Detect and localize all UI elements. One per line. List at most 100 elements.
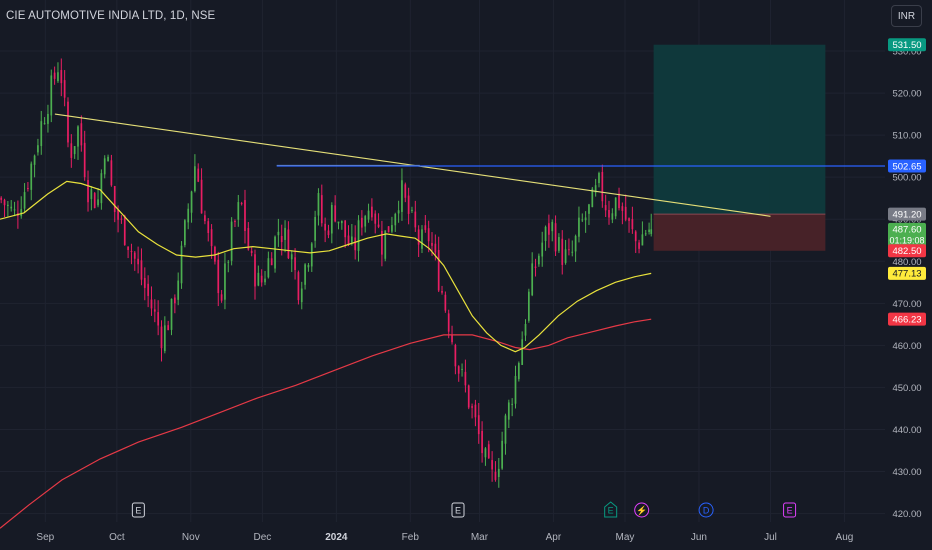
candle-body <box>117 209 119 220</box>
chart-title: CIE AUTOMOTIVE INDIA LTD, 1D, NSE <box>6 10 216 22</box>
candle-body <box>464 371 467 386</box>
x-tick-label: Sep <box>36 532 54 543</box>
candle-body <box>347 235 350 245</box>
price-label: 531.50 <box>888 38 926 52</box>
candle-body <box>224 263 226 300</box>
candle-body <box>527 291 530 321</box>
candle-body <box>461 368 463 370</box>
event-marker-frame <box>451 502 465 518</box>
x-tick-label: Apr <box>546 532 562 543</box>
candle-body <box>387 226 390 233</box>
event-marker-frame <box>698 502 714 518</box>
candle-body <box>611 213 614 220</box>
candle-body <box>140 260 143 280</box>
candle-body <box>444 294 447 311</box>
x-tick-label: Aug <box>836 532 854 543</box>
candle-body <box>481 430 483 454</box>
candle-body <box>324 223 326 231</box>
candle-body <box>37 145 39 153</box>
candle-body <box>621 206 624 211</box>
candle-body <box>157 312 160 326</box>
candle-body <box>484 448 487 458</box>
candle-body <box>234 221 236 223</box>
candle-body <box>83 142 86 178</box>
event-marker-frame <box>634 502 650 518</box>
candle-body <box>457 366 460 374</box>
candle-body <box>317 193 320 216</box>
candle-body <box>334 205 337 222</box>
candle-body <box>97 199 99 206</box>
candle-body <box>431 242 433 246</box>
currency-button[interactable]: INR <box>891 5 922 27</box>
candle-body <box>558 237 560 251</box>
price-label: 502.65 <box>888 159 926 173</box>
event-marker-glyph: E <box>135 506 141 516</box>
y-tick-label: 480.00 <box>892 257 921 268</box>
event-marker-frame <box>604 501 618 518</box>
candle-body <box>441 290 443 293</box>
time-axis[interactable]: Sep Oct Nov Dec 2024 Feb Mar Apr May Jun Jul Aug <box>36 532 853 543</box>
candle-body <box>267 258 270 278</box>
event-marker[interactable]: D <box>698 502 714 518</box>
event-marker-glyph: E <box>787 506 793 516</box>
candle-body <box>517 363 520 380</box>
event-marker[interactable]: ⚡ <box>634 502 650 518</box>
candle-body <box>364 216 367 227</box>
candle-body <box>354 237 357 251</box>
y-tick-label: 520.00 <box>892 89 921 100</box>
candle-body <box>344 220 347 238</box>
candle-body <box>194 166 196 192</box>
candle-body <box>250 250 253 254</box>
candle-body <box>43 123 46 125</box>
candle-body <box>197 168 200 182</box>
candle-body <box>147 283 149 296</box>
candle-body <box>123 215 126 245</box>
candle-body <box>524 323 527 336</box>
stop-zone <box>653 214 826 251</box>
candle-body <box>541 242 544 257</box>
event-marker[interactable]: E <box>604 501 618 518</box>
candle-body <box>47 113 49 124</box>
candle-body <box>150 299 153 309</box>
candle-body <box>230 221 233 261</box>
candle-body <box>367 210 370 220</box>
candle-body <box>598 172 600 184</box>
event-marker[interactable]: E <box>131 502 145 518</box>
candle-body <box>427 228 430 242</box>
candle-body <box>260 275 263 283</box>
candle-body <box>304 264 306 285</box>
candle-body <box>173 297 176 304</box>
candle-body <box>411 209 413 211</box>
candle-body <box>641 234 644 246</box>
x-tick-label: Nov <box>182 532 200 543</box>
candle-body <box>320 195 323 224</box>
x-tick-label: Mar <box>471 532 489 543</box>
candle-body <box>100 173 103 204</box>
candle-body <box>507 402 510 420</box>
candle-body <box>401 180 403 212</box>
candle-body <box>3 199 6 206</box>
y-tick-label: 420.00 <box>892 509 921 520</box>
candle-body <box>77 126 79 147</box>
candle-body <box>618 193 620 209</box>
event-marker[interactable]: E <box>451 502 465 518</box>
event-markers[interactable]: E E E ⚡ D E <box>131 501 797 518</box>
candle-body <box>554 223 557 252</box>
event-marker[interactable]: E <box>783 502 797 518</box>
candle-body <box>40 121 43 147</box>
candle-body <box>110 160 113 186</box>
candle-body <box>300 288 303 303</box>
candle-body <box>391 225 393 232</box>
candle-body <box>10 206 13 209</box>
candle-body <box>634 231 637 242</box>
candle-body <box>561 238 564 265</box>
candle-body <box>177 280 180 300</box>
candle-body <box>350 236 353 243</box>
candle-body <box>264 278 266 283</box>
x-tick-label: May <box>616 532 635 543</box>
candle-body <box>287 229 290 259</box>
candle-body <box>604 205 607 211</box>
candle-body <box>254 254 256 287</box>
candle-body <box>644 233 647 235</box>
